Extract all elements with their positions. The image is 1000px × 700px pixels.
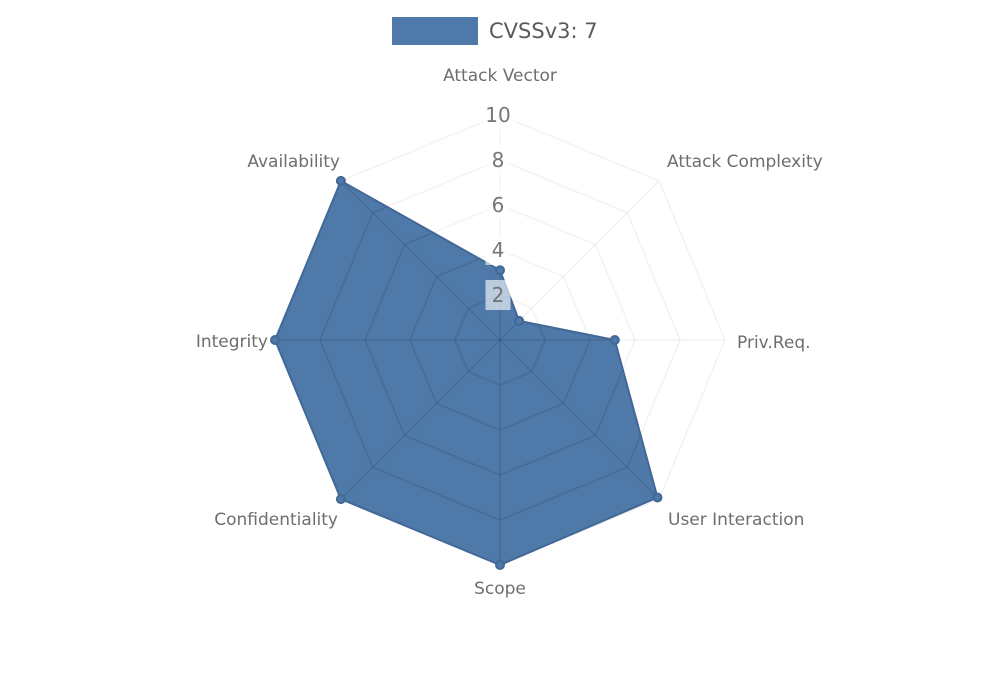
grid-spoke-attack-complexity xyxy=(499,180,660,341)
tick-box-2 xyxy=(485,280,511,310)
data-point-attack-vector xyxy=(495,265,505,276)
tick-box-8 xyxy=(485,145,511,175)
tick-label-4: 4 xyxy=(492,238,505,262)
legend-swatch xyxy=(392,17,478,45)
legend-label: CVSSv3: 7 xyxy=(489,19,598,43)
axis-label-priv-req: Priv.Req. xyxy=(737,333,811,353)
tick-box-10 xyxy=(480,100,516,130)
axis-label-availability: Availability xyxy=(247,152,340,172)
axis-label-integrity: Integrity xyxy=(196,332,268,352)
axis-label-scope: Scope xyxy=(474,579,526,599)
tick-label-2: 2 xyxy=(492,283,505,307)
grid-spoke-confidentiality xyxy=(340,339,501,500)
data-point-attack-complexity xyxy=(514,315,525,326)
tick-label-6: 6 xyxy=(492,193,505,217)
data-point-availability xyxy=(335,175,346,186)
tick-label-10: 10 xyxy=(485,103,510,127)
grid-spoke-availability xyxy=(340,180,501,341)
series-polygon-cvssv3-7 xyxy=(275,180,658,565)
legend[interactable]: CVSSv3: 7 xyxy=(392,17,598,45)
data-point-integrity xyxy=(270,335,280,345)
data-point-scope xyxy=(495,560,505,570)
axis-label-attack-vector: Attack Vector xyxy=(443,66,557,86)
data-point-user-interaction xyxy=(652,492,663,503)
data-point-priv-req xyxy=(609,335,620,345)
axis-label-attack-complexity: Attack Complexity xyxy=(667,152,823,172)
data-point-confidentiality xyxy=(335,494,346,505)
axis-label-user-interaction: User Interaction xyxy=(668,510,804,530)
axis-label-confidentiality: Confidentiality xyxy=(214,510,338,530)
tick-box-4 xyxy=(485,235,511,265)
grid-spoke-user-interaction xyxy=(499,339,658,500)
tick-box-6 xyxy=(485,190,511,220)
tick-label-8: 8 xyxy=(492,148,505,172)
